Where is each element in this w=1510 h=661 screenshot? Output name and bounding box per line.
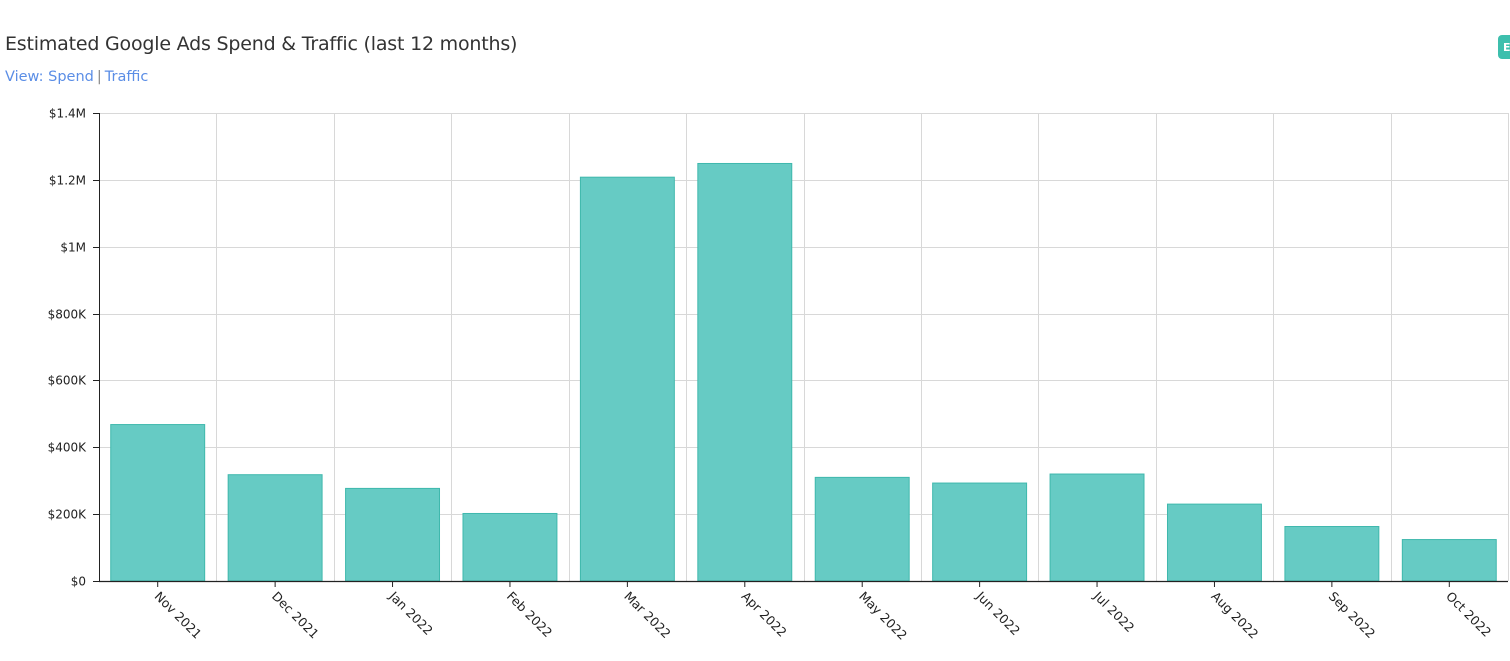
bar[interactable]: [227, 474, 323, 582]
y-tick-label: $1.4M: [49, 107, 86, 121]
y-tick-label: $200K: [48, 508, 88, 522]
bar[interactable]: [579, 176, 675, 582]
view-traffic-link[interactable]: Traffic: [104, 69, 149, 85]
x-tick-label: Nov 2021: [152, 589, 205, 642]
bar[interactable]: [110, 424, 206, 582]
chart-grid: [99, 113, 1509, 581]
x-tick-label: Mar 2022: [621, 589, 674, 642]
y-tick-label: $600K: [48, 374, 88, 388]
y-tick-label: $1M: [60, 241, 86, 255]
y-tick-labels: $0 $200K $400K $600K $800K $1M $1.2M $1.4M: [48, 107, 88, 589]
x-tick-label: Aug 2022: [1208, 589, 1261, 642]
bar[interactable]: [1166, 503, 1262, 582]
x-tick-label: Feb 2022: [504, 589, 556, 641]
x-tick-label: Apr 2022: [739, 589, 790, 640]
bar[interactable]: [932, 482, 1028, 582]
y-tick-label: $0: [71, 575, 86, 589]
y-tick-label: $400K: [48, 441, 88, 455]
view-spend-link[interactable]: Spend: [48, 69, 94, 85]
view-separator: |: [96, 69, 102, 85]
view-prefix: View:: [5, 69, 44, 85]
bar[interactable]: [1049, 473, 1145, 582]
chart-axes: [93, 113, 1508, 587]
bar[interactable]: [345, 487, 441, 582]
bar[interactable]: [697, 162, 793, 582]
bar[interactable]: [462, 512, 558, 582]
bar[interactable]: [814, 476, 910, 582]
chart-title: Estimated Google Ads Spend & Traffic (la…: [5, 33, 518, 55]
bar[interactable]: [1284, 526, 1380, 582]
x-tick-label: Sep 2022: [1326, 589, 1379, 642]
x-tick-label: Dec 2021: [269, 589, 322, 642]
view-toggle: View: Spend | Traffic: [5, 69, 148, 85]
bar[interactable]: [1401, 539, 1497, 582]
export-button[interactable]: E: [1498, 35, 1510, 59]
chart-bars: [110, 162, 1497, 582]
x-tick-label: Jun 2022: [973, 588, 1023, 638]
x-tick-label: Oct 2022: [1443, 589, 1494, 640]
x-tick-label: May 2022: [856, 589, 910, 643]
y-tick-label: $800K: [48, 308, 88, 322]
x-tick-label: Jul 2022: [1090, 588, 1137, 635]
x-tick-labels: Nov 2021 Dec 2021 Jan 2022 Feb 2022 Mar 2022…: [152, 588, 1495, 643]
x-tick-label: Jan 2022: [386, 588, 436, 638]
y-tick-label: $1.2M: [49, 174, 86, 188]
